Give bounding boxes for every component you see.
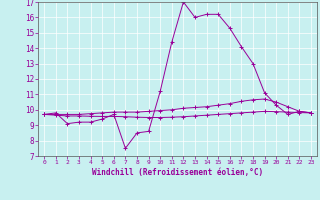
X-axis label: Windchill (Refroidissement éolien,°C): Windchill (Refroidissement éolien,°C) — [92, 168, 263, 177]
